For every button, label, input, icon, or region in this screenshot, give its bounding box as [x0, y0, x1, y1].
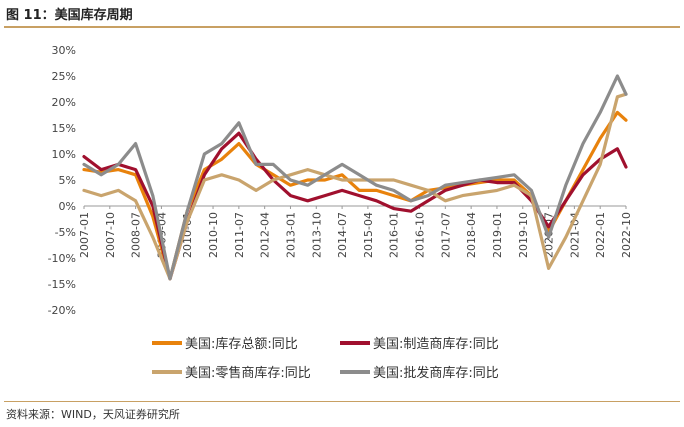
y-tick-label: 25% [52, 70, 76, 83]
y-tick-label: 15% [52, 122, 76, 135]
title-rule [4, 26, 680, 28]
legend-label-wholesale: 美国:批发商库存:同比 [373, 365, 499, 381]
y-tick-label: -20% [48, 304, 76, 317]
x-tick-label: 2010-10 [207, 212, 220, 258]
y-tick-label: -15% [48, 278, 76, 291]
x-tick-label: 2022-10 [620, 212, 633, 258]
y-tick-label: -10% [48, 252, 76, 265]
x-tick-label: 2013-01 [284, 212, 297, 258]
x-tick-label: 2012-04 [259, 212, 272, 258]
chart-series [82, 74, 628, 281]
x-tick-label: 2014-07 [336, 212, 349, 258]
source-rule [4, 401, 680, 402]
series-line-wholesale [82, 74, 628, 281]
y-tick-label: -5% [55, 226, 76, 239]
x-tick-label: 2018-04 [465, 212, 478, 258]
x-tick-label: 2011-07 [233, 212, 246, 258]
source-note: 资料来源：WIND，天风证券研究所 [6, 408, 180, 421]
y-tick-label: 5% [59, 174, 76, 187]
x-tick-label: 2007-01 [78, 212, 91, 258]
x-tick-label: 2015-04 [362, 212, 375, 258]
legend-label-total: 美国:库存总额:同比 [185, 336, 298, 352]
x-tick-label: 2019-10 [517, 212, 530, 258]
y-tick-label: 0% [59, 200, 76, 213]
x-tick-label: 2022-01 [594, 212, 607, 258]
x-tick-label: 2017-07 [439, 212, 452, 258]
y-tick-label: 10% [52, 148, 76, 161]
y-tick-label: 20% [52, 96, 76, 109]
x-tick-label: 2013-10 [310, 212, 323, 258]
x-tick-label: 2016-10 [414, 212, 427, 258]
x-tick-label: 2008-07 [130, 212, 143, 258]
x-tick-label: 2007-10 [104, 212, 117, 258]
chart-figure-title: 图 11：美国库存周期 [6, 8, 133, 23]
y-tick-label: 30% [52, 44, 76, 57]
chart-axes: 30% 25% 20% 15% 10% 5% 0% -5% -10% -15% -20% 2007-0… [48, 44, 633, 317]
legend-label-manufacturing: 美国:制造商库存:同比 [373, 336, 499, 352]
x-tick-label: 2019-01 [491, 212, 504, 258]
legend-label-retail: 美国:零售商库存:同比 [185, 365, 311, 381]
x-tick-label: 2016-01 [388, 212, 401, 258]
